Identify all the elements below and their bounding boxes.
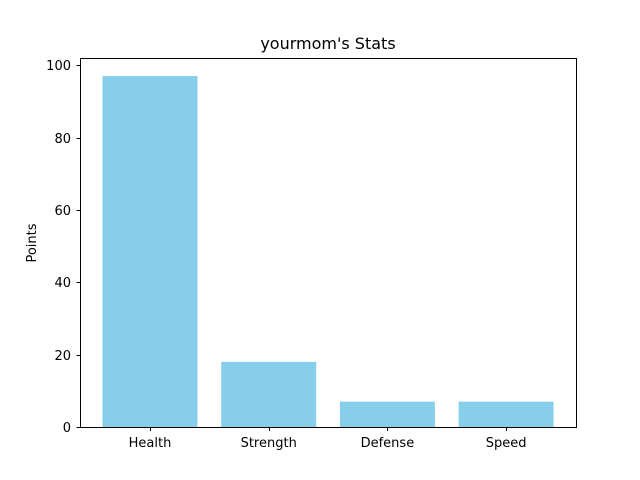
x-tick-label: Strength [241,436,297,451]
x-axis-ticks: Health Strength Defense Speed [129,427,527,451]
bar-health [102,76,198,428]
y-tick-label: 60 [54,204,71,219]
x-tick-label: Speed [486,436,527,451]
bar-strength [221,361,317,427]
y-tick-label: 100 [46,59,71,74]
x-tick-label: Health [129,436,172,451]
y-tick-label: 0 [63,421,71,436]
x-tick-label: Defense [361,436,415,451]
plot-frame [80,58,577,428]
bar-speed [458,401,554,427]
y-axis-ticks: 0 20 40 60 80 100 [46,59,80,436]
y-tick-label: 20 [54,349,71,364]
y-axis-label: Points [25,223,40,262]
bars-group [102,76,554,428]
bar-defense [339,401,435,427]
y-tick-label: 80 [54,132,71,147]
y-tick-label: 40 [54,276,71,291]
chart-title: yourmom's Stats [260,34,395,53]
